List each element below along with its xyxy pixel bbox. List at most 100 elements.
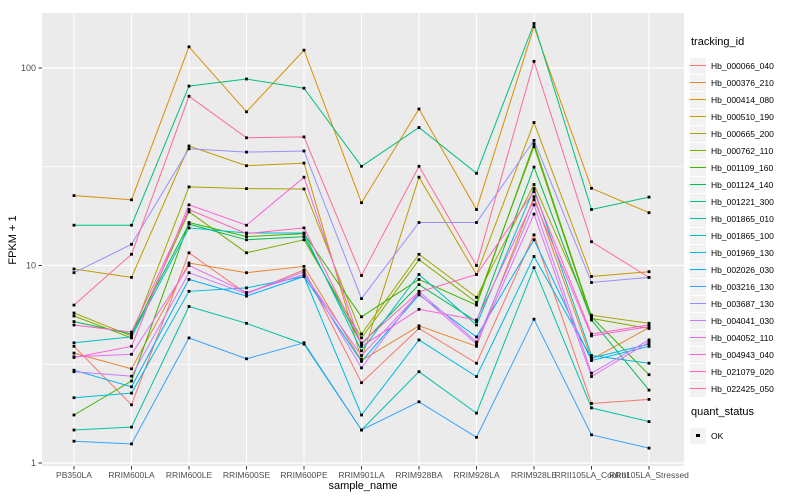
data-point bbox=[187, 208, 191, 211]
data-point bbox=[590, 275, 593, 278]
data-point bbox=[302, 135, 306, 139]
legend-key bbox=[690, 91, 706, 108]
data-point bbox=[302, 273, 306, 276]
data-point bbox=[72, 396, 76, 400]
data-point bbox=[475, 375, 478, 378]
data-point bbox=[417, 400, 421, 404]
legend-item-label: OK bbox=[711, 430, 724, 441]
legend-item: Hb_004052_110 bbox=[690, 329, 800, 346]
data-point bbox=[360, 341, 363, 345]
data-point bbox=[245, 77, 248, 81]
data-point bbox=[590, 186, 593, 190]
legend-item: Hb_004041_030 bbox=[690, 312, 800, 329]
data-point bbox=[245, 294, 248, 298]
data-point bbox=[302, 265, 306, 268]
data-point bbox=[647, 323, 651, 327]
data-point bbox=[475, 208, 478, 211]
legend-key bbox=[690, 261, 706, 278]
legend-item: Hb_021079_020 bbox=[690, 363, 800, 380]
data-point bbox=[532, 60, 536, 63]
legend-item-label: Hb_021079_020 bbox=[711, 366, 774, 377]
legend: tracking_id Hb_000066_040 Hb_000376_210 Hb… bbox=[690, 0, 800, 500]
data-point bbox=[360, 354, 363, 357]
data-point bbox=[532, 183, 536, 186]
data-point bbox=[130, 335, 133, 339]
data-point bbox=[590, 402, 593, 405]
legend-item: Hb_000066_040 bbox=[690, 57, 800, 74]
legend-item-label: Hb_001124_140 bbox=[711, 179, 774, 190]
data-point bbox=[590, 208, 593, 211]
x-tick-label: RRIM928LE bbox=[511, 470, 558, 480]
data-point bbox=[245, 164, 248, 168]
legend-item: Hb_000665_200 bbox=[690, 125, 800, 142]
data-point bbox=[417, 324, 421, 328]
x-tick-label: PB350LA bbox=[56, 470, 92, 480]
data-point bbox=[187, 226, 191, 230]
data-point bbox=[360, 349, 363, 353]
line-swatch-icon bbox=[690, 183, 706, 186]
x-tick-label: RRIM600LA bbox=[108, 470, 155, 480]
data-point bbox=[647, 327, 651, 330]
data-point bbox=[130, 425, 133, 429]
data-point bbox=[130, 352, 133, 356]
data-point bbox=[590, 433, 593, 437]
data-point bbox=[360, 164, 363, 168]
data-point bbox=[647, 338, 651, 342]
data-point bbox=[72, 271, 76, 275]
data-point bbox=[72, 370, 76, 374]
data-point bbox=[647, 373, 651, 377]
data-point bbox=[130, 252, 133, 256]
data-point bbox=[360, 360, 363, 363]
data-point bbox=[187, 251, 191, 255]
data-point bbox=[130, 242, 133, 246]
data-point bbox=[187, 336, 191, 340]
data-point bbox=[72, 356, 76, 359]
legend-item-label: Hb_000762_110 bbox=[711, 145, 774, 156]
data-point bbox=[187, 147, 191, 151]
data-point bbox=[302, 48, 306, 52]
line-swatch-icon bbox=[690, 81, 706, 84]
data-point bbox=[590, 317, 593, 320]
data-point bbox=[72, 413, 76, 417]
x-tick-label: RRIM928LA bbox=[453, 470, 500, 480]
legend-item-label: Hb_004052_110 bbox=[711, 332, 774, 343]
y-tick-label: 10 bbox=[26, 261, 36, 271]
data-point bbox=[72, 351, 76, 355]
data-point bbox=[532, 121, 536, 124]
legend-key bbox=[690, 244, 706, 261]
legend-item-quant-ok: OK bbox=[690, 427, 800, 444]
data-point bbox=[245, 238, 248, 242]
data-point bbox=[72, 303, 76, 307]
data-point bbox=[360, 315, 363, 319]
x-tick-label: RRIM600SE bbox=[223, 470, 271, 480]
data-point bbox=[302, 175, 306, 179]
data-point bbox=[417, 338, 421, 342]
data-point bbox=[72, 223, 76, 227]
legend-key bbox=[690, 312, 706, 329]
data-point bbox=[590, 359, 593, 362]
data-point bbox=[72, 341, 76, 345]
data-point bbox=[475, 361, 478, 365]
data-point bbox=[647, 420, 651, 423]
legend-key bbox=[690, 176, 706, 193]
data-point bbox=[72, 368, 76, 372]
data-point bbox=[245, 150, 248, 154]
data-point bbox=[72, 311, 76, 315]
data-point bbox=[360, 336, 363, 340]
line-swatch-icon bbox=[690, 268, 706, 271]
legend-item: Hb_000762_110 bbox=[690, 142, 800, 159]
line-swatch-icon bbox=[690, 217, 706, 220]
line-swatch-icon bbox=[690, 251, 706, 254]
data-point bbox=[245, 291, 248, 294]
data-point bbox=[72, 314, 76, 318]
data-point bbox=[302, 161, 306, 165]
legend-item-label: Hb_004041_030 bbox=[711, 315, 774, 326]
y-axis-title: FPKM + 1 bbox=[7, 215, 19, 265]
data-point bbox=[360, 344, 363, 348]
legend-item-label: Hb_001865_100 bbox=[711, 230, 774, 241]
data-point bbox=[417, 292, 421, 296]
data-point bbox=[590, 315, 593, 319]
data-point bbox=[590, 313, 593, 317]
data-point bbox=[72, 344, 76, 348]
data-point bbox=[647, 342, 651, 346]
